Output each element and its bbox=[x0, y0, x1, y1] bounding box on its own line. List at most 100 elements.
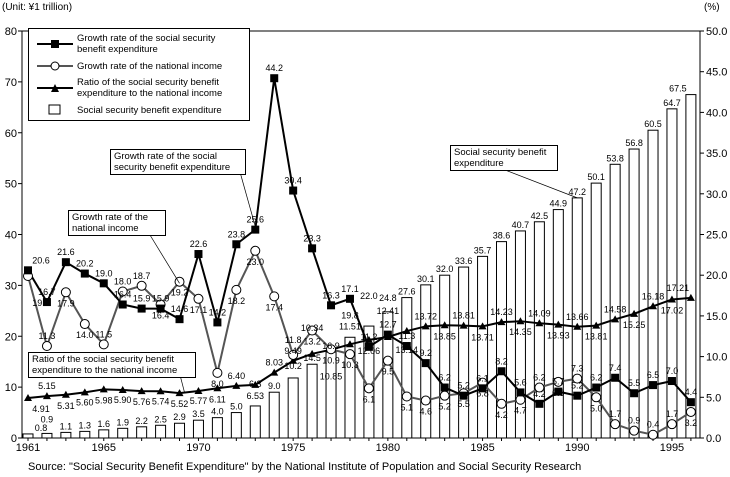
ss-growth-label: 5.2 bbox=[457, 381, 470, 391]
ss-growth-label: 4.2 bbox=[533, 389, 546, 399]
ss-growth-label: 16.4 bbox=[114, 290, 132, 300]
expenditure-label: 24.8 bbox=[379, 293, 397, 303]
expenditure-bar bbox=[496, 241, 507, 439]
ni-growth-point bbox=[212, 367, 223, 378]
ss-growth-label: 17.1 bbox=[341, 284, 359, 294]
expenditure-bar bbox=[685, 94, 697, 439]
ni-growth-label: 11.5 bbox=[95, 329, 112, 339]
expenditure-bar bbox=[647, 129, 659, 439]
ss-growth-point bbox=[421, 359, 430, 368]
expenditure-bar bbox=[382, 311, 394, 439]
expenditure-bar bbox=[249, 405, 261, 439]
left-tick-label: 10 bbox=[5, 382, 17, 394]
legend-ss-growth: Growth rate of the social security benef… bbox=[77, 33, 216, 55]
ni-growth-label: 0.4 bbox=[647, 420, 660, 430]
ni-growth-label: 4.6 bbox=[419, 407, 432, 417]
ni-growth-point bbox=[534, 382, 545, 393]
ratio-point bbox=[137, 387, 146, 395]
ni-growth-point bbox=[193, 293, 204, 304]
ss-growth-label: 23.3 bbox=[303, 233, 321, 243]
ratio-point bbox=[194, 387, 203, 395]
right-tick-label: 30.0 bbox=[706, 189, 727, 201]
expenditure-label: 35.7 bbox=[474, 245, 492, 255]
legend-square-marker bbox=[37, 40, 73, 48]
ss-growth-label: 23.8 bbox=[228, 229, 246, 239]
ni-growth-point bbox=[439, 390, 450, 401]
ni-growth-label: 17.9 bbox=[57, 298, 75, 308]
ss-growth-label: 11.3 bbox=[398, 331, 415, 341]
ss-growth-label: 14.6 bbox=[171, 304, 189, 314]
ratio-point bbox=[308, 349, 317, 357]
ss-growth-point bbox=[251, 225, 260, 234]
expenditure-bar bbox=[439, 274, 451, 439]
left-axis-unit: (Unit: ¥1 trillion) bbox=[2, 2, 73, 13]
ratio-label: 5.98 bbox=[95, 395, 113, 405]
ratio-label: 13.72 bbox=[414, 311, 437, 321]
ratio-label: 5.90 bbox=[114, 395, 132, 405]
expenditure-bar bbox=[344, 336, 356, 439]
ratio-label: 14.09 bbox=[528, 308, 551, 318]
ss-growth-point bbox=[364, 342, 373, 351]
ss-growth-point bbox=[24, 266, 32, 275]
source-note: Source: "Social Security Benefit Expendi… bbox=[28, 461, 582, 473]
ratio-point bbox=[440, 321, 449, 329]
expenditure-label: 1.3 bbox=[79, 420, 92, 430]
expenditure-label: 60.5 bbox=[644, 119, 662, 129]
ss-growth-point bbox=[61, 258, 70, 267]
ss-growth-label: 15.9 bbox=[152, 294, 170, 304]
ratio-label: 13.81 bbox=[452, 311, 475, 321]
ss-growth-point bbox=[592, 383, 601, 392]
ratio-label: 5.60 bbox=[76, 397, 94, 407]
expenditure-label: 1.9 bbox=[116, 417, 129, 427]
ss-growth-label: 21.6 bbox=[57, 247, 75, 257]
ss-growth-point bbox=[194, 250, 203, 259]
ratio-label: 13.93 bbox=[547, 331, 570, 341]
left-tick-label: 80 bbox=[5, 26, 17, 38]
x-tick-label: 1961 bbox=[16, 442, 40, 454]
legend: Growth rate of the social security benef… bbox=[28, 28, 250, 121]
left-tick-label: 20 bbox=[5, 331, 17, 343]
ratio-point bbox=[364, 335, 373, 343]
ss-growth-point bbox=[630, 389, 639, 398]
ni-growth-point bbox=[685, 406, 696, 417]
ss-growth-point bbox=[686, 398, 695, 407]
ni-growth-point bbox=[41, 341, 52, 352]
ni-growth-point bbox=[363, 383, 374, 394]
ni-growth-label: 5.0 bbox=[590, 403, 603, 413]
ratio-label: 14.23 bbox=[490, 307, 513, 317]
ratio-point bbox=[61, 390, 70, 398]
ratio-label: 10.85 bbox=[320, 372, 343, 382]
ni-growth-label: 13.2 bbox=[303, 337, 321, 347]
ratio-point bbox=[345, 340, 354, 348]
expenditure-label: 22.0 bbox=[360, 291, 378, 301]
ss-growth-point bbox=[459, 391, 468, 400]
ss-growth-label: 12.7 bbox=[379, 320, 397, 330]
right-tick-label: 25.0 bbox=[706, 230, 727, 242]
expenditure-bar bbox=[628, 148, 640, 439]
expenditure-label: 47.2 bbox=[568, 187, 586, 197]
ratio-label: 6.11 bbox=[209, 394, 226, 404]
ss-growth-label: 6.2 bbox=[590, 373, 603, 383]
ratio-point bbox=[24, 394, 32, 402]
expenditure-label: 2.9 bbox=[173, 412, 186, 422]
ss-growth-label: 9.2 bbox=[419, 348, 432, 358]
ss-growth-point bbox=[289, 186, 298, 195]
expenditure-bar bbox=[609, 163, 621, 439]
expenditure-bar bbox=[22, 433, 34, 439]
ni-growth-label: 7.3 bbox=[571, 364, 584, 374]
ss-growth-point bbox=[516, 388, 525, 397]
ss-growth-point bbox=[554, 387, 563, 396]
right-tick-label: 0.0 bbox=[706, 433, 721, 445]
ratio-point bbox=[478, 322, 487, 330]
ratio-point bbox=[99, 385, 108, 393]
expenditure-label: 16.9 bbox=[322, 341, 340, 351]
x-tick-label: 1985 bbox=[470, 442, 494, 454]
ni-growth-point bbox=[117, 286, 128, 297]
ss-growth-label: 8.2 bbox=[495, 356, 508, 366]
ni-growth-label: 0.9 bbox=[628, 416, 641, 426]
expenditure-bar bbox=[98, 429, 110, 439]
left-tick-label: 60 bbox=[5, 128, 17, 140]
ni-growth-label: 18.2 bbox=[228, 296, 246, 306]
ni-growth-point bbox=[648, 429, 659, 440]
